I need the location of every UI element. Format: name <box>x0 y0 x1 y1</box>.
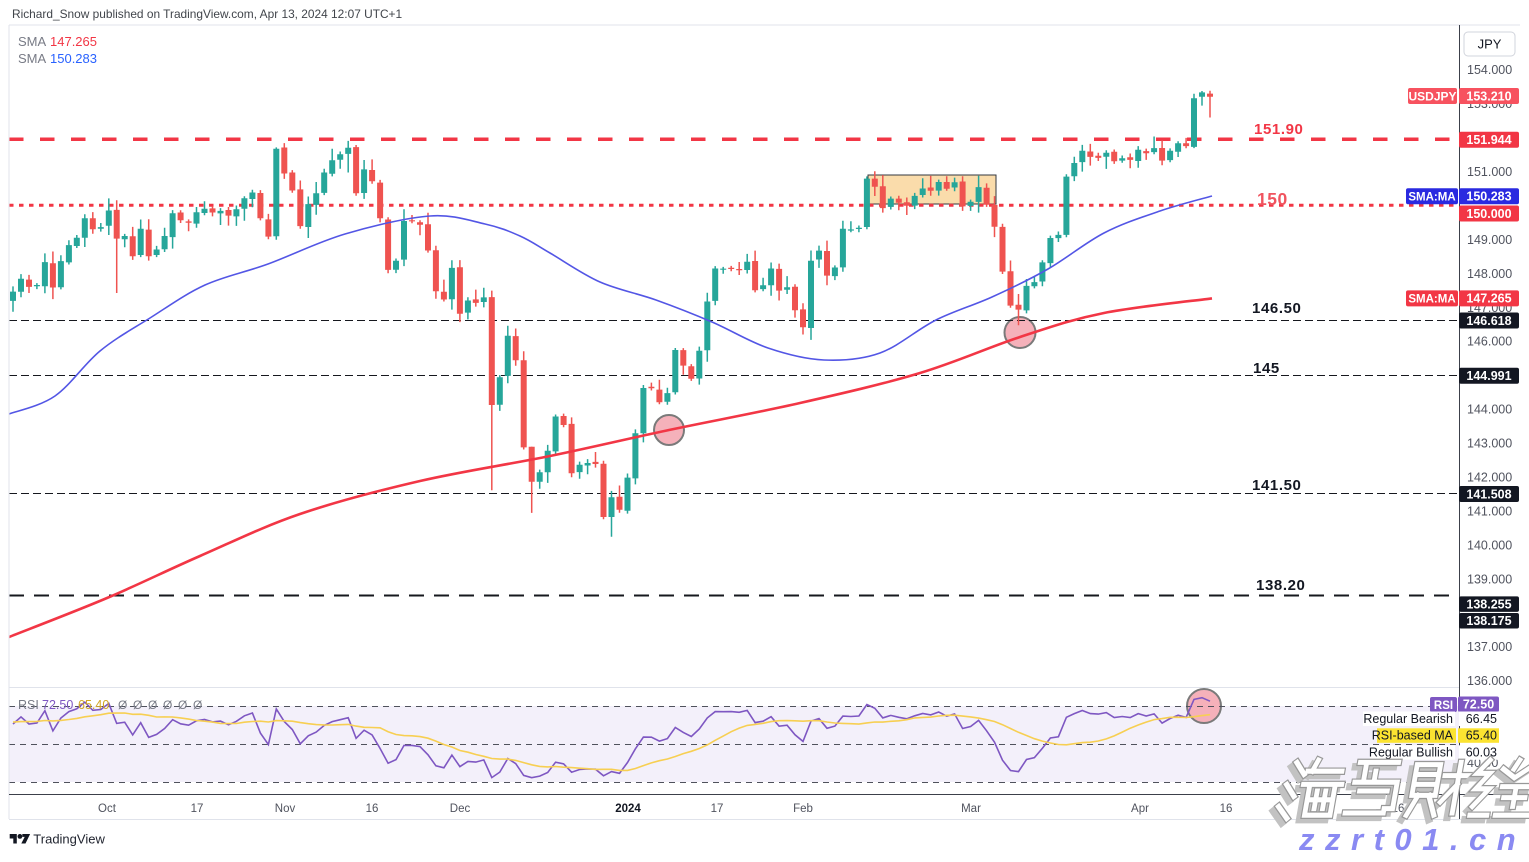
svg-text:141.508: 141.508 <box>1466 487 1511 501</box>
svg-text:72.50: 72.50 <box>1463 698 1494 712</box>
svg-text:JPY: JPY <box>1478 37 1502 52</box>
svg-text:Ø: Ø <box>148 698 157 712</box>
svg-text:151.000: 151.000 <box>1467 165 1512 179</box>
svg-text:151.90: 151.90 <box>1254 121 1303 138</box>
svg-text:Ø: Ø <box>178 698 187 712</box>
svg-text:17: 17 <box>711 803 724 815</box>
svg-text:141.50: 141.50 <box>1252 477 1301 494</box>
svg-text:151.944: 151.944 <box>1466 133 1511 147</box>
svg-text:146.000: 146.000 <box>1467 335 1512 349</box>
svg-text:RSI: RSI <box>1434 700 1453 712</box>
svg-text:142.000: 142.000 <box>1467 471 1512 485</box>
svg-text:SMA: SMA <box>18 34 47 49</box>
svg-text:zzrt01.cn: zzrt01.cn <box>1298 822 1526 857</box>
svg-text:150: 150 <box>1257 189 1288 209</box>
svg-text:65.40: 65.40 <box>78 698 109 712</box>
svg-text:Oct: Oct <box>98 803 117 815</box>
svg-text:148.000: 148.000 <box>1467 267 1512 281</box>
svg-text:2024: 2024 <box>615 803 641 815</box>
svg-text:16: 16 <box>1220 803 1233 815</box>
svg-text:150.283: 150.283 <box>50 51 97 66</box>
svg-text:146.618: 146.618 <box>1466 314 1511 328</box>
svg-text:144.991: 144.991 <box>1466 369 1511 383</box>
svg-text:zzrt01.cn: zzrt01.cn <box>1298 822 1526 857</box>
svg-text:SMA: SMA <box>18 51 47 66</box>
svg-text:Ø: Ø <box>163 698 172 712</box>
svg-text:149.000: 149.000 <box>1467 233 1512 247</box>
svg-text:60.03: 60.03 <box>1466 746 1497 760</box>
svg-text:RSI-based MA: RSI-based MA <box>1372 729 1454 743</box>
svg-text:RSI: RSI <box>18 698 39 712</box>
svg-text:65.40: 65.40 <box>1466 729 1497 743</box>
svg-text:Regular Bullish: Regular Bullish <box>1369 746 1453 760</box>
svg-text:TradingView: TradingView <box>33 832 105 847</box>
svg-text:136.000: 136.000 <box>1467 674 1512 688</box>
svg-text:16: 16 <box>366 803 379 815</box>
svg-text:138.20: 138.20 <box>1256 577 1305 594</box>
svg-text:Mar: Mar <box>961 803 981 815</box>
svg-text:Ø: Ø <box>193 698 202 712</box>
svg-text:150.000: 150.000 <box>1466 207 1511 221</box>
svg-text:Dec: Dec <box>450 803 471 815</box>
svg-text:139.000: 139.000 <box>1467 572 1512 586</box>
svg-text:143.000: 143.000 <box>1467 437 1512 451</box>
svg-text:153.210: 153.210 <box>1466 89 1511 103</box>
svg-text:SMA:MA: SMA:MA <box>1408 192 1455 204</box>
svg-text:Ø: Ø <box>133 698 142 712</box>
svg-text:141.000: 141.000 <box>1467 504 1512 518</box>
svg-text:154.000: 154.000 <box>1467 63 1512 77</box>
svg-text:Regular Bearish: Regular Bearish <box>1363 712 1453 726</box>
svg-text:146.50: 146.50 <box>1252 300 1301 317</box>
svg-text:SMA:MA: SMA:MA <box>1408 294 1455 306</box>
svg-text:140.000: 140.000 <box>1467 538 1512 552</box>
svg-text:138.255: 138.255 <box>1466 597 1511 611</box>
svg-text:138.175: 138.175 <box>1466 614 1511 628</box>
svg-text:145: 145 <box>1253 360 1280 377</box>
svg-text:Feb: Feb <box>793 803 813 815</box>
svg-text:66.45: 66.45 <box>1466 712 1497 726</box>
svg-text:Richard_Snow published on Trad: Richard_Snow published on TradingView.co… <box>12 7 402 21</box>
svg-text:17: 17 <box>191 803 204 815</box>
svg-text:150.283: 150.283 <box>1466 190 1511 204</box>
svg-text:USDJPY: USDJPY <box>1408 89 1456 103</box>
svg-text:Nov: Nov <box>275 803 296 815</box>
svg-text:Ø: Ø <box>118 698 127 712</box>
svg-text:147.265: 147.265 <box>1466 292 1511 306</box>
svg-text:137.000: 137.000 <box>1467 640 1512 654</box>
svg-text:147.265: 147.265 <box>50 34 97 49</box>
svg-text:Apr: Apr <box>1131 803 1149 815</box>
svg-text:144.000: 144.000 <box>1467 403 1512 417</box>
svg-text:72.50: 72.50 <box>42 698 73 712</box>
